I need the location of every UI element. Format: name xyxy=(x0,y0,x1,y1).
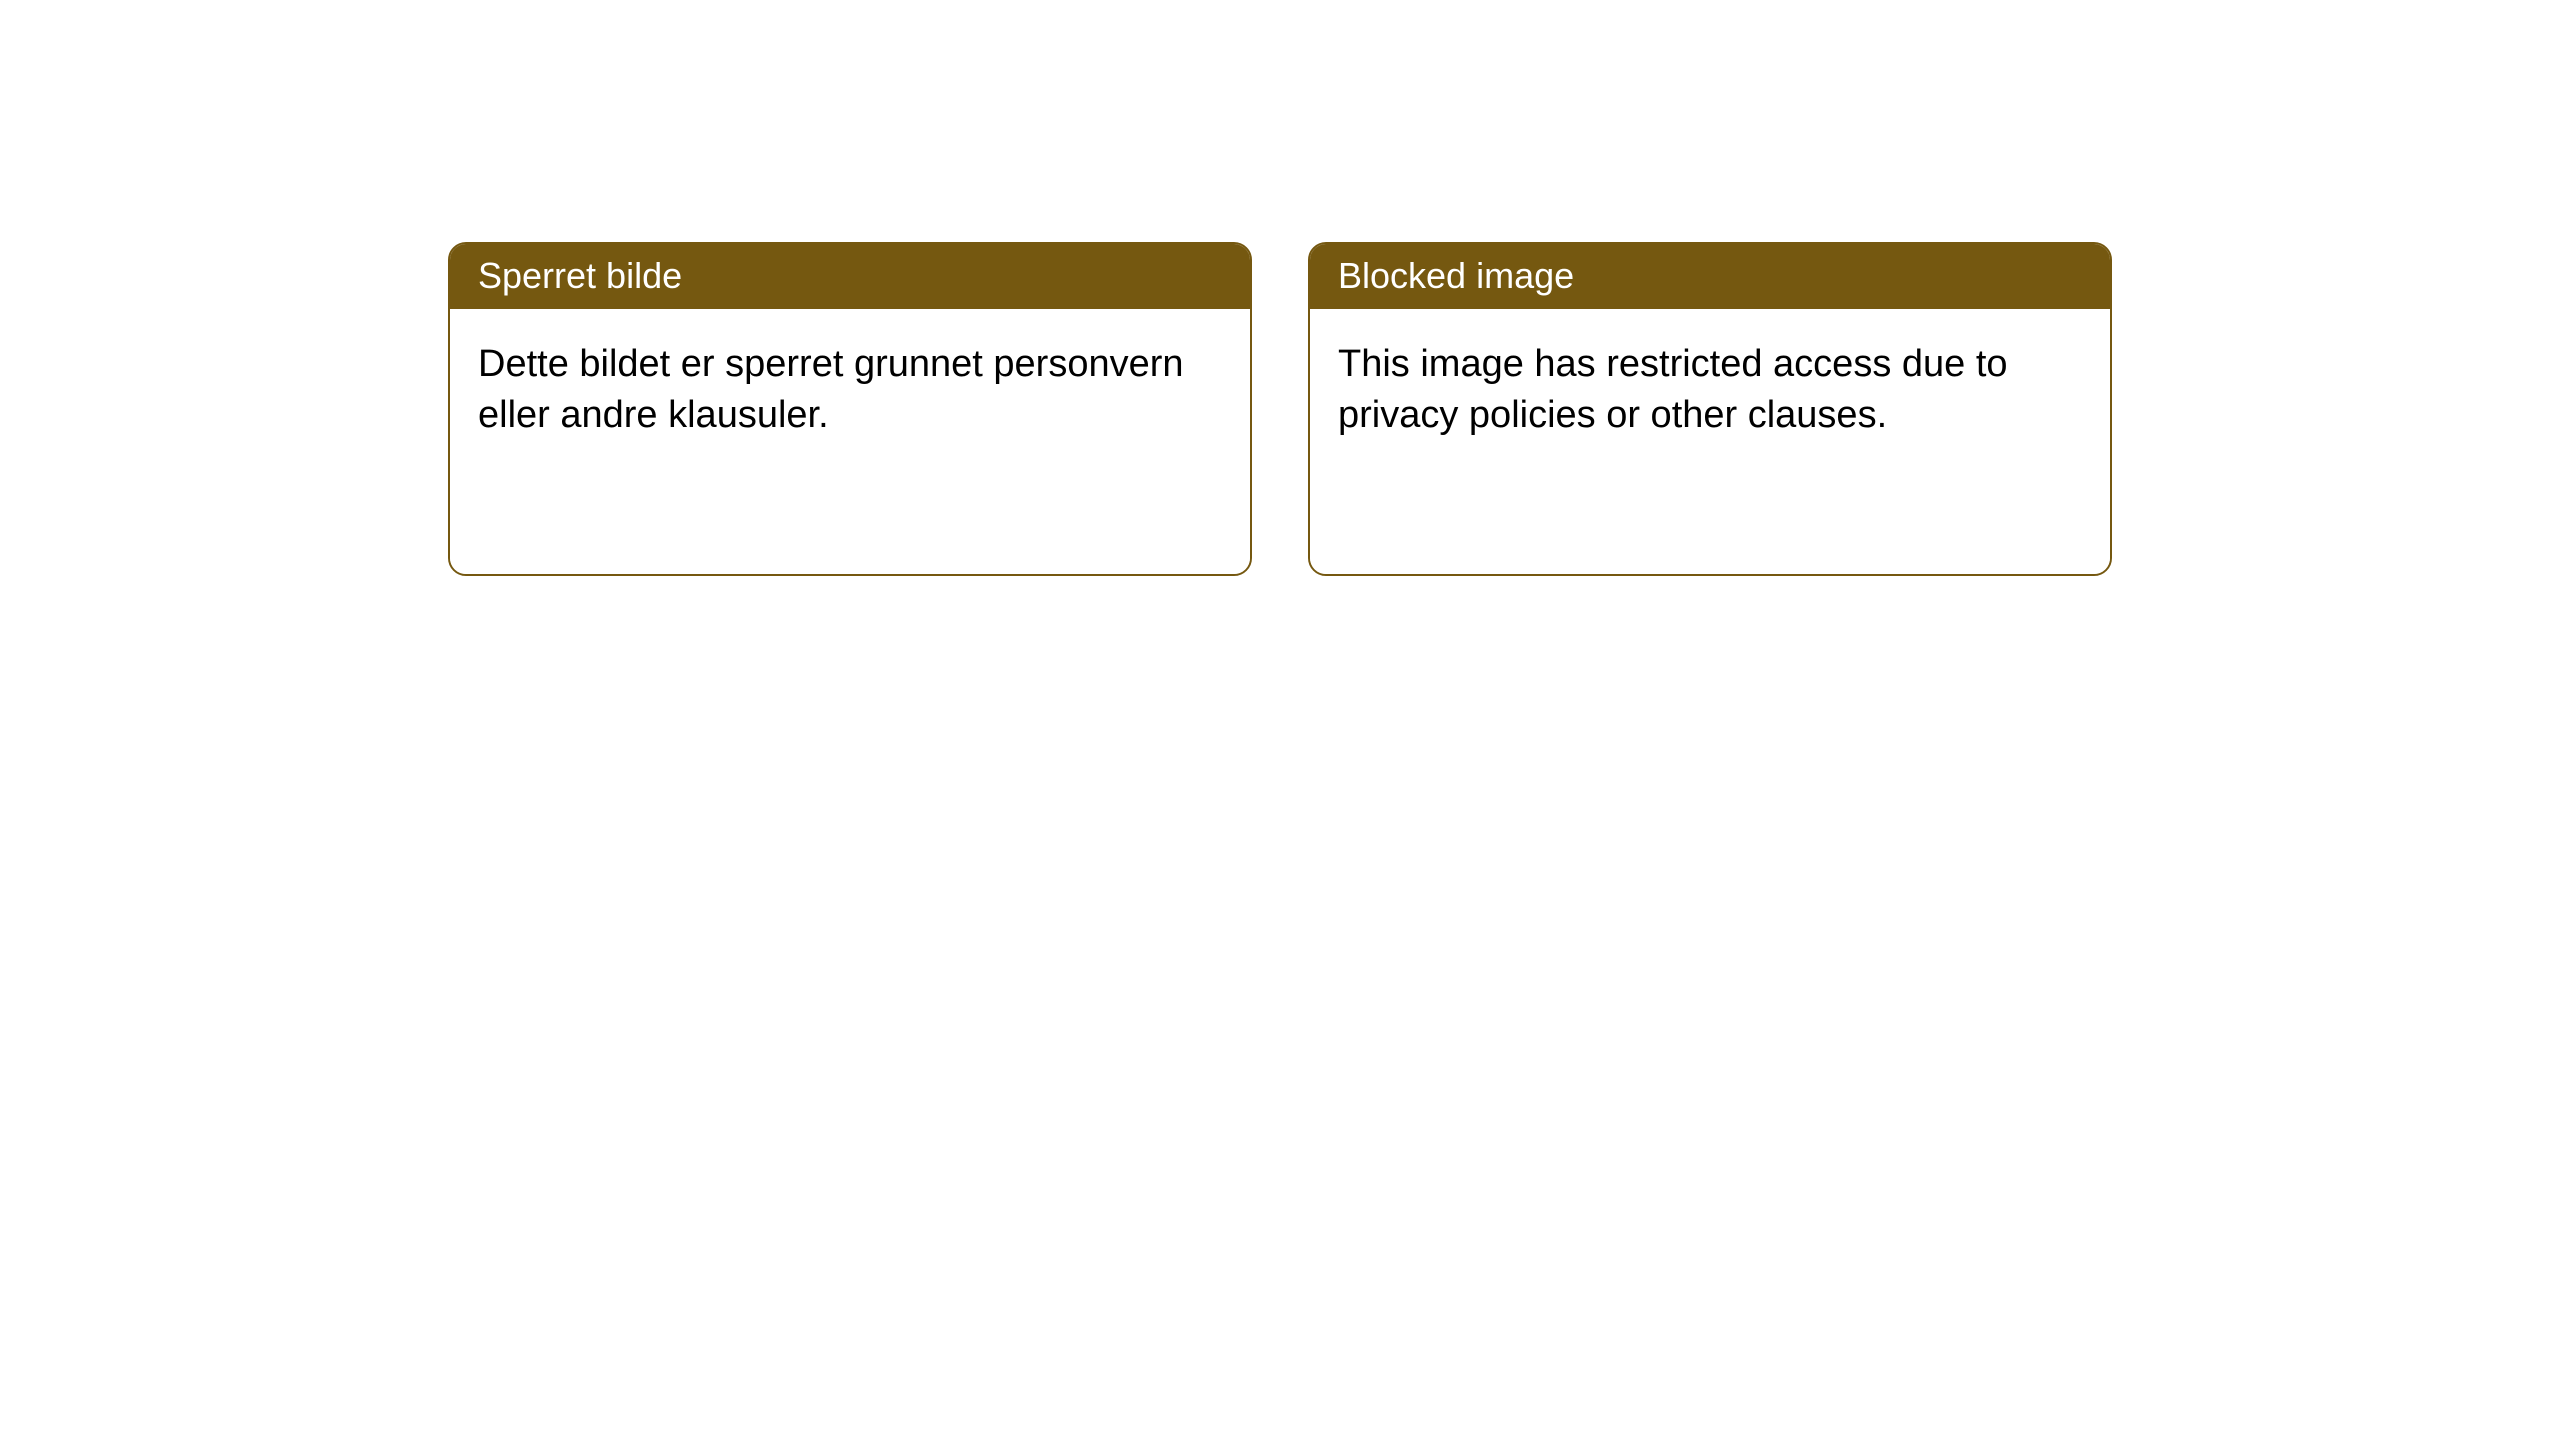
card-body-norwegian: Dette bildet er sperret grunnet personve… xyxy=(450,309,1250,574)
blocked-image-card-english: Blocked image This image has restricted … xyxy=(1308,242,2112,576)
card-message-norwegian: Dette bildet er sperret grunnet personve… xyxy=(478,339,1222,442)
card-title-english: Blocked image xyxy=(1310,244,2110,309)
card-title-norwegian: Sperret bilde xyxy=(450,244,1250,309)
blocked-image-card-norwegian: Sperret bilde Dette bildet er sperret gr… xyxy=(448,242,1252,576)
card-body-english: This image has restricted access due to … xyxy=(1310,309,2110,574)
notice-cards-container: Sperret bilde Dette bildet er sperret gr… xyxy=(0,0,2560,576)
card-message-english: This image has restricted access due to … xyxy=(1338,339,2082,442)
